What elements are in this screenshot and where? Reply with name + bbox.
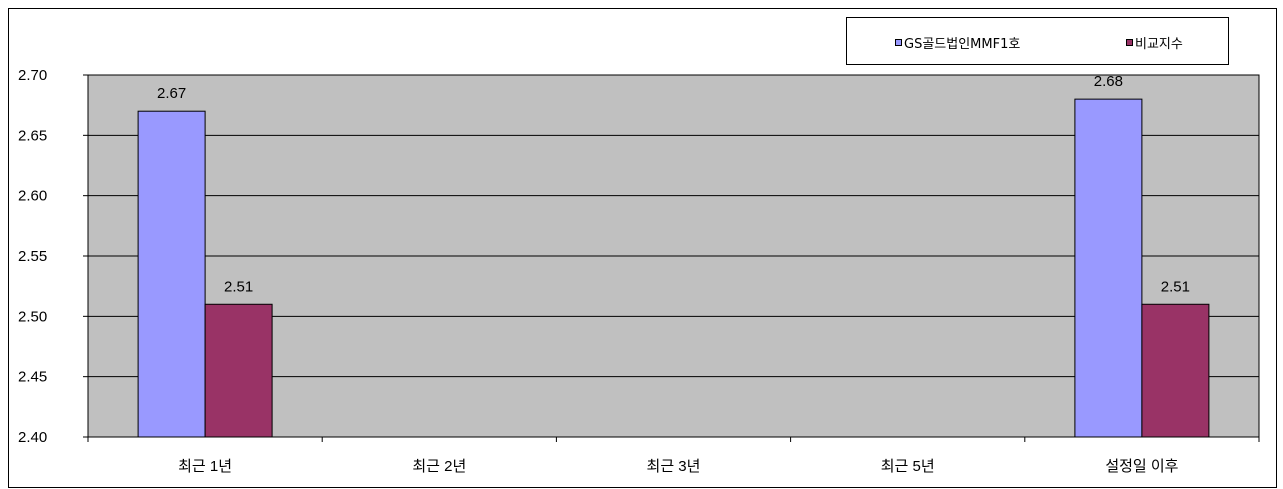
y-tick-label: 2.60 [18, 188, 47, 205]
y-tick-label: 2.40 [18, 429, 47, 446]
legend-label-series-2: 비교지수 [1135, 37, 1183, 52]
gridlines [88, 134, 1259, 378]
data-label: 2.51 [1161, 278, 1190, 295]
y-tick-label: 2.65 [18, 127, 47, 144]
bar [137, 110, 206, 438]
bars [137, 98, 1210, 438]
x-axis-ticks: 최근 1년 최근 2년 최근 3년 최근 5년 설정일 이후 [87, 437, 1260, 475]
bar [1141, 303, 1210, 438]
legend-entry-series-2: 비교지수 [1126, 33, 1183, 52]
x-tick-label: 최근 2년 [412, 458, 466, 475]
legend-entry-series-1: GS골드법인MMF1호 [895, 33, 1020, 52]
legend-label-series-1: GS골드법인MMF1호 [904, 37, 1021, 52]
bar [204, 303, 273, 438]
legend-swatch-series-2 [1126, 39, 1133, 46]
x-tick-label: 설정일 이후 [1105, 458, 1178, 475]
legend: GS골드법인MMF1호 비교지수 [846, 17, 1229, 65]
y-tick-label: 2.50 [18, 308, 47, 325]
data-label: 2.67 [157, 85, 186, 102]
y-tick-label: 2.45 [18, 369, 47, 386]
x-tick-label: 최근 5년 [881, 458, 935, 475]
y-tick-label: 2.70 [18, 67, 47, 84]
y-axis-ticks: 2.40 2.45 2.50 2.55 2.60 2.65 2.70 [18, 67, 88, 446]
x-tick-label: 최근 3년 [647, 458, 701, 475]
y-tick-label: 2.55 [18, 248, 47, 265]
data-labels: 2.67 2.51 2.68 2.51 [157, 73, 1190, 295]
legend-swatch-series-1 [895, 39, 902, 46]
data-label: 2.51 [224, 278, 253, 295]
data-label: 2.68 [1094, 73, 1123, 90]
x-tick-label: 최근 1년 [178, 458, 232, 475]
bar [1074, 98, 1143, 438]
